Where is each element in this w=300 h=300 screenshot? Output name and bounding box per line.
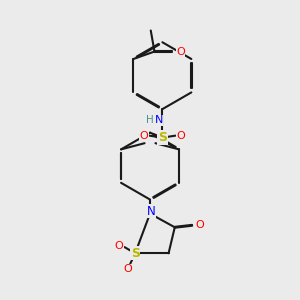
- Text: S: S: [158, 131, 167, 144]
- Text: N: N: [147, 205, 156, 218]
- Text: O: O: [177, 130, 185, 141]
- Text: H: H: [146, 115, 153, 125]
- Text: N: N: [154, 115, 163, 125]
- Text: O: O: [123, 264, 132, 274]
- Text: S: S: [130, 247, 140, 260]
- Text: O: O: [115, 241, 123, 251]
- Text: O: O: [140, 130, 148, 141]
- Text: O: O: [196, 220, 204, 230]
- Text: O: O: [176, 46, 185, 56]
